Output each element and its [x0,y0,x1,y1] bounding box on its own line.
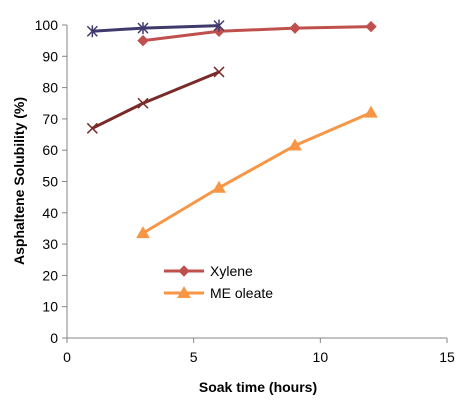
series-layer [86,19,378,239]
series-2 [86,19,225,38]
y-tick-label: 50 [42,174,58,190]
series-line [142,25,372,43]
legend-swatch-marker [177,285,191,298]
y-tick-label: 60 [42,142,58,158]
series-line [142,111,372,235]
legend-item: ME oleate [164,285,273,301]
y-tick-label: 80 [42,80,58,96]
y-tick-label: 70 [42,111,58,127]
y-tick-label: 30 [42,236,58,252]
data-point [212,180,226,193]
x-tick-label: 15 [439,349,455,365]
data-point [136,226,150,239]
data-point [137,22,149,35]
y-tick-label: 10 [42,299,58,315]
data-point [86,25,98,38]
series-1 [136,105,378,239]
series-0 [137,20,377,47]
y-tick-label: 40 [42,205,58,221]
y-tick-label: 90 [42,48,58,64]
x-tick-label: 10 [313,349,329,365]
data-point [86,122,98,134]
data-point [213,66,225,78]
x-axis-title: Soak time (hours) [199,379,317,395]
legend-item: Xylene [164,263,253,279]
series-3 [86,66,225,134]
data-point [289,22,301,34]
legend-swatch-marker [178,265,190,277]
data-point [137,34,149,47]
series-line [92,24,220,33]
y-axis-title: Asphaltene Solubility (%) [11,97,27,265]
legend-label: ME oleate [210,285,273,301]
legend-label: Xylene [210,263,253,279]
x-ticks: 0 5 10 15 [63,338,455,365]
data-point [137,97,149,109]
y-ticks: 0 10 20 30 40 50 60 70 80 90 100 [35,17,67,346]
y-tick-label: 0 [50,330,58,346]
x-tick-label: 5 [190,349,198,365]
x-tick-label: 0 [63,349,71,365]
data-point [288,138,302,151]
legend: Xylene ME oleate [164,263,273,301]
data-point [364,105,378,118]
data-point [365,20,377,33]
data-point [213,19,225,32]
y-tick-label: 100 [35,17,59,33]
y-tick-label: 20 [42,267,58,283]
series-line [91,70,220,130]
